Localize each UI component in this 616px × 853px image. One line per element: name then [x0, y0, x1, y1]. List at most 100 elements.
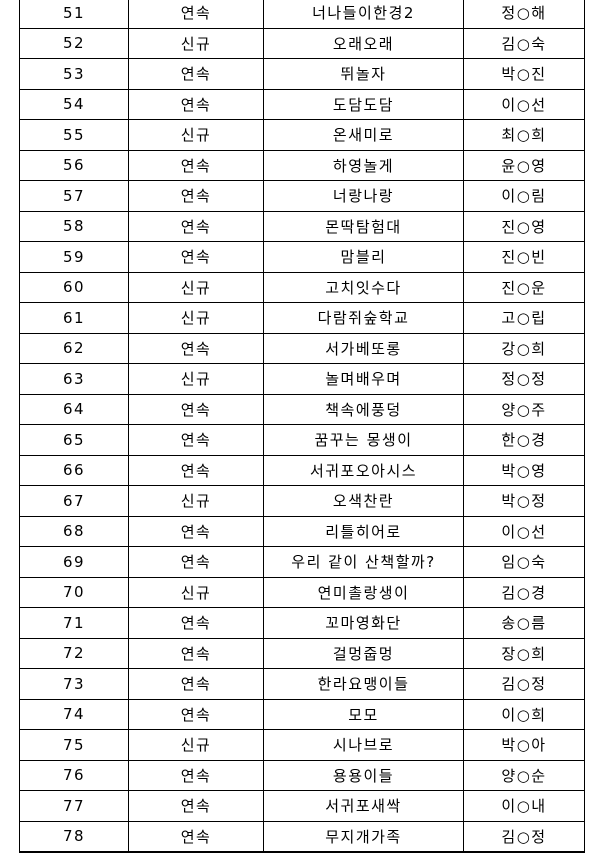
table-row: 63 신규 놀며배우며 정○정 [19, 363, 585, 395]
person-name-cell: 최○희 [463, 119, 585, 151]
status-cell: 연속 [128, 454, 264, 486]
table-row: 51 연속 너나들이한경2 정○해 [19, 0, 585, 29]
row-number-cell: 71 [19, 607, 129, 639]
program-name-cell: 뛰놀자 [263, 58, 464, 90]
person-name-cell: 진○운 [463, 271, 585, 303]
table-row: 70 신규 연미촐랑생이 김○경 [19, 576, 585, 608]
status-cell: 연속 [128, 58, 264, 90]
program-name-cell: 도담도담 [263, 88, 464, 120]
status-cell: 연속 [128, 180, 264, 212]
program-name-cell: 하영놀게 [263, 149, 464, 181]
table-row: 74 연속 모모 이○희 [19, 698, 585, 730]
row-number-cell: 74 [19, 698, 129, 730]
program-name-cell: 온새미로 [263, 119, 464, 151]
table-row: 54 연속 도담도담 이○선 [19, 88, 585, 120]
status-cell: 연속 [128, 668, 264, 700]
program-name-cell: 모모 [263, 698, 464, 730]
status-cell: 신규 [128, 576, 264, 608]
row-number-cell: 52 [19, 27, 129, 59]
program-name-cell: 맘블리 [263, 241, 464, 273]
person-name-cell: 송○름 [463, 607, 585, 639]
person-name-cell: 이○선 [463, 88, 585, 120]
row-number-cell: 75 [19, 729, 129, 761]
person-name-cell: 이○희 [463, 698, 585, 730]
status-cell: 연속 [128, 393, 264, 425]
row-number-cell: 56 [19, 149, 129, 181]
table-row: 57 연속 너랑나랑 이○림 [19, 180, 585, 212]
status-cell: 신규 [128, 119, 264, 151]
table-row: 69 연속 우리 같이 산책할까? 임○숙 [19, 546, 585, 578]
program-name-cell: 오색찬란 [263, 485, 464, 517]
person-name-cell: 김○숙 [463, 27, 585, 59]
row-number-cell: 63 [19, 363, 129, 395]
table-row: 52 신규 오래오래 김○숙 [19, 27, 585, 59]
person-name-cell: 정○정 [463, 363, 585, 395]
table-body: 51 연속 너나들이한경2 정○해 52 신규 오래오래 김○숙 53 연속 뛰놀자 박○진 54 연속 도… [19, 0, 585, 853]
table-row: 77 연속 서귀포새싹 이○내 [19, 790, 585, 822]
program-name-cell: 꼬마영화단 [263, 607, 464, 639]
person-name-cell: 강○희 [463, 332, 585, 364]
status-cell: 신규 [128, 302, 264, 334]
table-row: 59 연속 맘블리 진○빈 [19, 241, 585, 273]
row-number-cell: 70 [19, 576, 129, 608]
status-cell: 연속 [128, 332, 264, 364]
person-name-cell: 정○해 [463, 0, 585, 29]
status-cell: 신규 [128, 363, 264, 395]
row-number-cell: 57 [19, 180, 129, 212]
row-number-cell: 58 [19, 210, 129, 242]
person-name-cell: 장○희 [463, 637, 585, 669]
status-cell: 신규 [128, 271, 264, 303]
program-roster-table: 51 연속 너나들이한경2 정○해 52 신규 오래오래 김○숙 53 연속 뛰놀자 박○진 54 연속 도… [19, 0, 585, 853]
table-row: 78 연속 무지개가족 김○정 [19, 820, 585, 853]
status-cell: 연속 [128, 210, 264, 242]
person-name-cell: 윤○영 [463, 149, 585, 181]
row-number-cell: 61 [19, 302, 129, 334]
status-cell: 연속 [128, 790, 264, 822]
row-number-cell: 66 [19, 454, 129, 486]
person-name-cell: 박○영 [463, 454, 585, 486]
row-number-cell: 67 [19, 485, 129, 517]
row-number-cell: 72 [19, 637, 129, 669]
row-number-cell: 62 [19, 332, 129, 364]
status-cell: 연속 [128, 759, 264, 791]
status-cell: 연속 [128, 0, 264, 29]
table-row: 64 연속 책속에풍덩 양○주 [19, 393, 585, 425]
row-number-cell: 64 [19, 393, 129, 425]
table-row: 62 연속 서가베또롱 강○희 [19, 332, 585, 364]
person-name-cell: 이○선 [463, 515, 585, 547]
row-number-cell: 73 [19, 668, 129, 700]
program-name-cell: 한라요맹이들 [263, 668, 464, 700]
person-name-cell: 양○주 [463, 393, 585, 425]
status-cell: 신규 [128, 729, 264, 761]
table-row: 58 연속 몬딱탐험대 진○영 [19, 210, 585, 242]
person-name-cell: 박○아 [463, 729, 585, 761]
program-name-cell: 서귀포새싹 [263, 790, 464, 822]
program-name-cell: 꿈꾸는 몽생이 [263, 424, 464, 456]
table-row: 72 연속 걸멍줍멍 장○희 [19, 637, 585, 669]
table-row: 66 연속 서귀포오아시스 박○영 [19, 454, 585, 486]
person-name-cell: 양○순 [463, 759, 585, 791]
person-name-cell: 김○정 [463, 668, 585, 700]
program-name-cell: 놀며배우며 [263, 363, 464, 395]
person-name-cell: 진○빈 [463, 241, 585, 273]
program-roster-sheet: 51 연속 너나들이한경2 정○해 52 신규 오래오래 김○숙 53 연속 뛰놀자 박○진 54 연속 도… [19, 0, 585, 853]
table-row: 53 연속 뛰놀자 박○진 [19, 58, 585, 90]
status-cell: 연속 [128, 149, 264, 181]
program-name-cell: 책속에풍덩 [263, 393, 464, 425]
row-number-cell: 65 [19, 424, 129, 456]
program-name-cell: 서귀포오아시스 [263, 454, 464, 486]
program-name-cell: 용용이들 [263, 759, 464, 791]
person-name-cell: 김○경 [463, 576, 585, 608]
program-name-cell: 고치잇수다 [263, 271, 464, 303]
status-cell: 연속 [128, 820, 264, 853]
status-cell: 연속 [128, 515, 264, 547]
row-number-cell: 76 [19, 759, 129, 791]
row-number-cell: 68 [19, 515, 129, 547]
program-name-cell: 우리 같이 산책할까? [263, 546, 464, 578]
person-name-cell: 진○영 [463, 210, 585, 242]
row-number-cell: 78 [19, 820, 129, 853]
table-row: 61 신규 다람쥐숲학교 고○립 [19, 302, 585, 334]
status-cell: 연속 [128, 546, 264, 578]
person-name-cell: 이○림 [463, 180, 585, 212]
person-name-cell: 한○경 [463, 424, 585, 456]
